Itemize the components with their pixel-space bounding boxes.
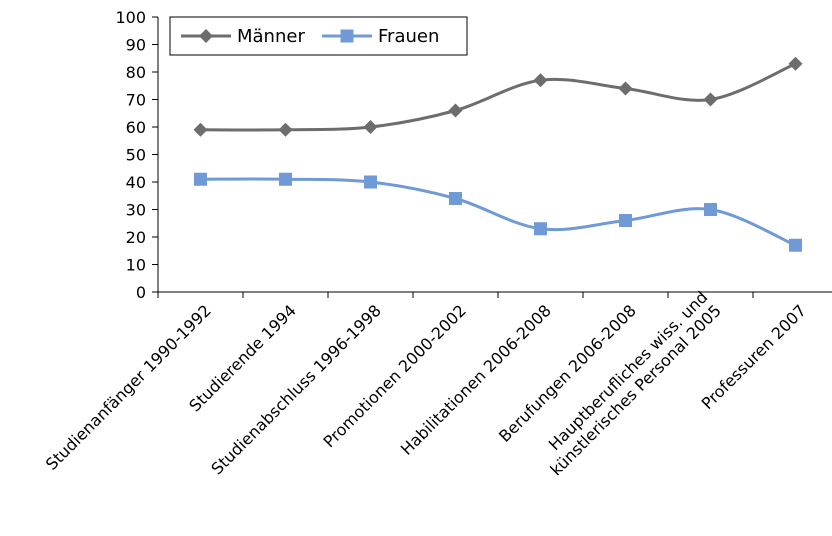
data-point <box>364 175 377 189</box>
legend-label: Frauen <box>378 26 439 47</box>
axes <box>157 17 832 293</box>
data-point <box>788 56 803 71</box>
legend: Männer Frauen <box>169 16 468 56</box>
legend-entry: Männer <box>181 26 305 47</box>
legend-marker <box>340 29 354 43</box>
y-tick-label: 0 <box>136 283 146 302</box>
data-point <box>618 81 633 96</box>
data-point <box>789 238 802 252</box>
data-point <box>703 92 718 107</box>
data-point <box>704 203 717 216</box>
y-tick-label: 60 <box>126 118 146 137</box>
y-tick-label: 100 <box>115 8 146 27</box>
legend-marker <box>199 29 213 43</box>
legend-label: Männer <box>237 26 305 47</box>
series-lines <box>193 56 803 252</box>
series-1 <box>194 172 802 252</box>
data-point <box>534 222 547 236</box>
x-tick-label: Studienabschluss 1996-1998 <box>207 301 384 478</box>
y-tick-label: 90 <box>126 36 146 55</box>
data-point <box>448 103 463 118</box>
data-point <box>194 172 207 186</box>
data-point <box>533 73 548 88</box>
series-line <box>200 62 797 132</box>
x-tick-label: Habilitationen 2006-2008 <box>397 301 555 459</box>
y-tick-label: 10 <box>126 256 146 275</box>
x-tick-label: Studienanfänger 1990-1992 <box>42 301 215 474</box>
x-tick-label-line: Studienanfänger 1990-1992 <box>42 301 215 474</box>
y-axis-ticks: 0 10 20 30 40 50 60 70 80 90 100 <box>115 8 158 302</box>
y-tick-label: 80 <box>126 63 146 82</box>
y-tick-label: 50 <box>126 146 146 165</box>
y-tick-label: 30 <box>126 201 146 220</box>
y-tick-label: 70 <box>126 91 146 110</box>
x-tick-label-line: Studienabschluss 1996-1998 <box>207 301 384 478</box>
data-point <box>619 214 632 227</box>
legend-entry: Frauen <box>322 26 439 47</box>
series-0 <box>193 56 803 137</box>
y-tick-label: 20 <box>126 228 146 247</box>
data-point <box>363 120 378 134</box>
data-point <box>193 122 208 137</box>
data-point <box>278 122 293 137</box>
y-tick-label: 40 <box>126 173 146 192</box>
x-tick-label: Promotionen 2000-2002 <box>319 301 469 451</box>
x-tick-label-line: Promotionen 2000-2002 <box>319 301 469 451</box>
x-tick-label-line: künstlerisches Personal 2005 <box>546 301 724 479</box>
data-point <box>449 192 462 205</box>
x-tick-label-line: Habilitationen 2006-2008 <box>397 301 555 459</box>
data-point <box>279 172 292 186</box>
series-line <box>200 177 797 247</box>
